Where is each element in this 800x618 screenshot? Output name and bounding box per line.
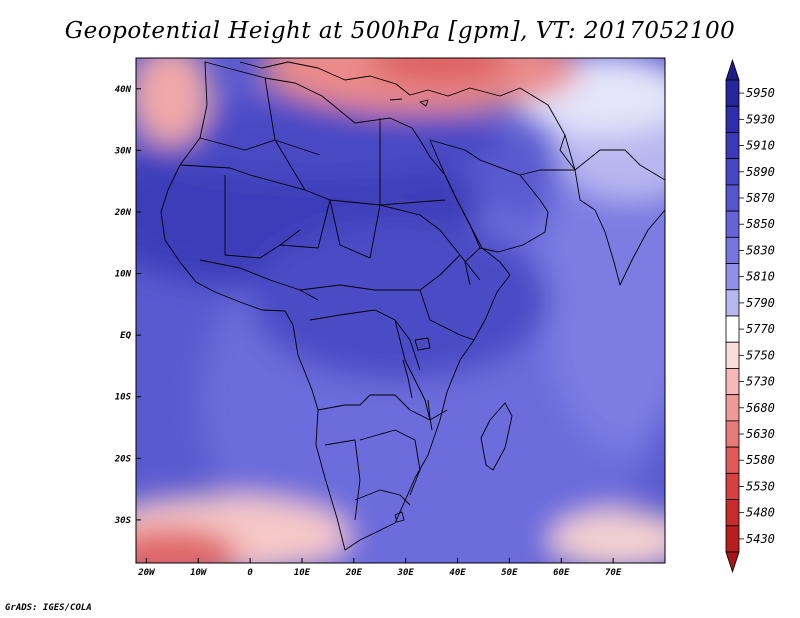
colorbar-label: 5480 [746, 506, 775, 520]
colorbar-swatch [726, 159, 739, 185]
colorbar-bottom-arrow [726, 552, 739, 572]
colorbar-label: 5910 [746, 139, 775, 153]
colorbar-label: 5790 [746, 296, 775, 310]
colorbar-label: 5890 [746, 165, 775, 179]
plot-area [80, 23, 710, 600]
colorbar-swatch [726, 290, 739, 316]
colorbar-label: 5680 [746, 401, 775, 415]
y-tick-label: 30S [114, 516, 132, 526]
y-tick-label: 20N [114, 208, 132, 218]
x-tick-label: 0 [247, 568, 253, 578]
x-tick-label: 20W [137, 568, 156, 578]
y-tick-label: 20S [114, 454, 132, 464]
colorbar-top-arrow [726, 60, 739, 80]
y-tick-label: 40N [115, 85, 132, 95]
field-south-atlantic-trough [100, 527, 240, 583]
colorbar-label: 5870 [746, 191, 775, 205]
grads-credit: GrADS: IGES/COLA [5, 603, 92, 613]
colorbar-swatch [726, 473, 739, 499]
colorbar-swatch [726, 132, 739, 158]
x-tick-label: 70E [605, 568, 622, 578]
x-tick-label: 20E [345, 568, 363, 578]
colorbar-label: 5630 [746, 427, 775, 441]
colorbar-label: 5850 [746, 217, 775, 231]
x-tick-label: 50E [501, 568, 518, 578]
colorbar-label: 5830 [746, 243, 775, 257]
field-trough-core [370, 40, 510, 84]
colorbar-swatch [726, 526, 739, 552]
colorbar-swatch [726, 447, 739, 473]
y-tick-label: 10S [115, 393, 132, 403]
field-south-indian-trough [550, 510, 690, 570]
field-iberia [130, 45, 210, 145]
x-tick-label: 30E [397, 568, 415, 578]
colorbar-swatch [726, 395, 739, 421]
colorbar-swatch [726, 342, 739, 368]
colorbar-label: 5730 [746, 375, 775, 389]
colorbar-swatch [726, 237, 739, 263]
x-tick-label: 60E [553, 568, 570, 578]
colorbar-label: 5530 [746, 479, 775, 493]
colorbar-label: 5580 [746, 453, 775, 467]
y-tick-label: 30N [114, 146, 132, 156]
colorbar-swatch [726, 316, 739, 342]
x-tick-label: 10E [294, 568, 311, 578]
colorbar-label: 5950 [746, 86, 775, 100]
colorbar-swatch [726, 185, 739, 211]
colorbar-swatch [726, 500, 739, 526]
colorbar-swatch [726, 211, 739, 237]
x-tick-label: 10W [190, 568, 208, 578]
colorbar-label: 5430 [746, 532, 775, 546]
x-tick-label: 40E [449, 568, 466, 578]
colorbar: 5950 5930 5910 5890 5870 5850 5830 5810 5790 5770… [726, 60, 775, 572]
colorbar-label: 5930 [746, 112, 775, 126]
y-tick-label: EQ [120, 331, 131, 341]
colorbar-swatch [726, 264, 739, 290]
colorbar-swatch [726, 106, 739, 132]
y-tick-label: 10N [115, 270, 132, 280]
colorbar-swatch [726, 368, 739, 394]
field-east-africa [250, 220, 550, 380]
colorbar-swatch [726, 80, 739, 106]
colorbar-swatch [726, 421, 739, 447]
colorbar-label: 5750 [746, 348, 775, 362]
colorbar-label: 5770 [746, 322, 775, 336]
colorbar-label: 5810 [746, 270, 775, 284]
